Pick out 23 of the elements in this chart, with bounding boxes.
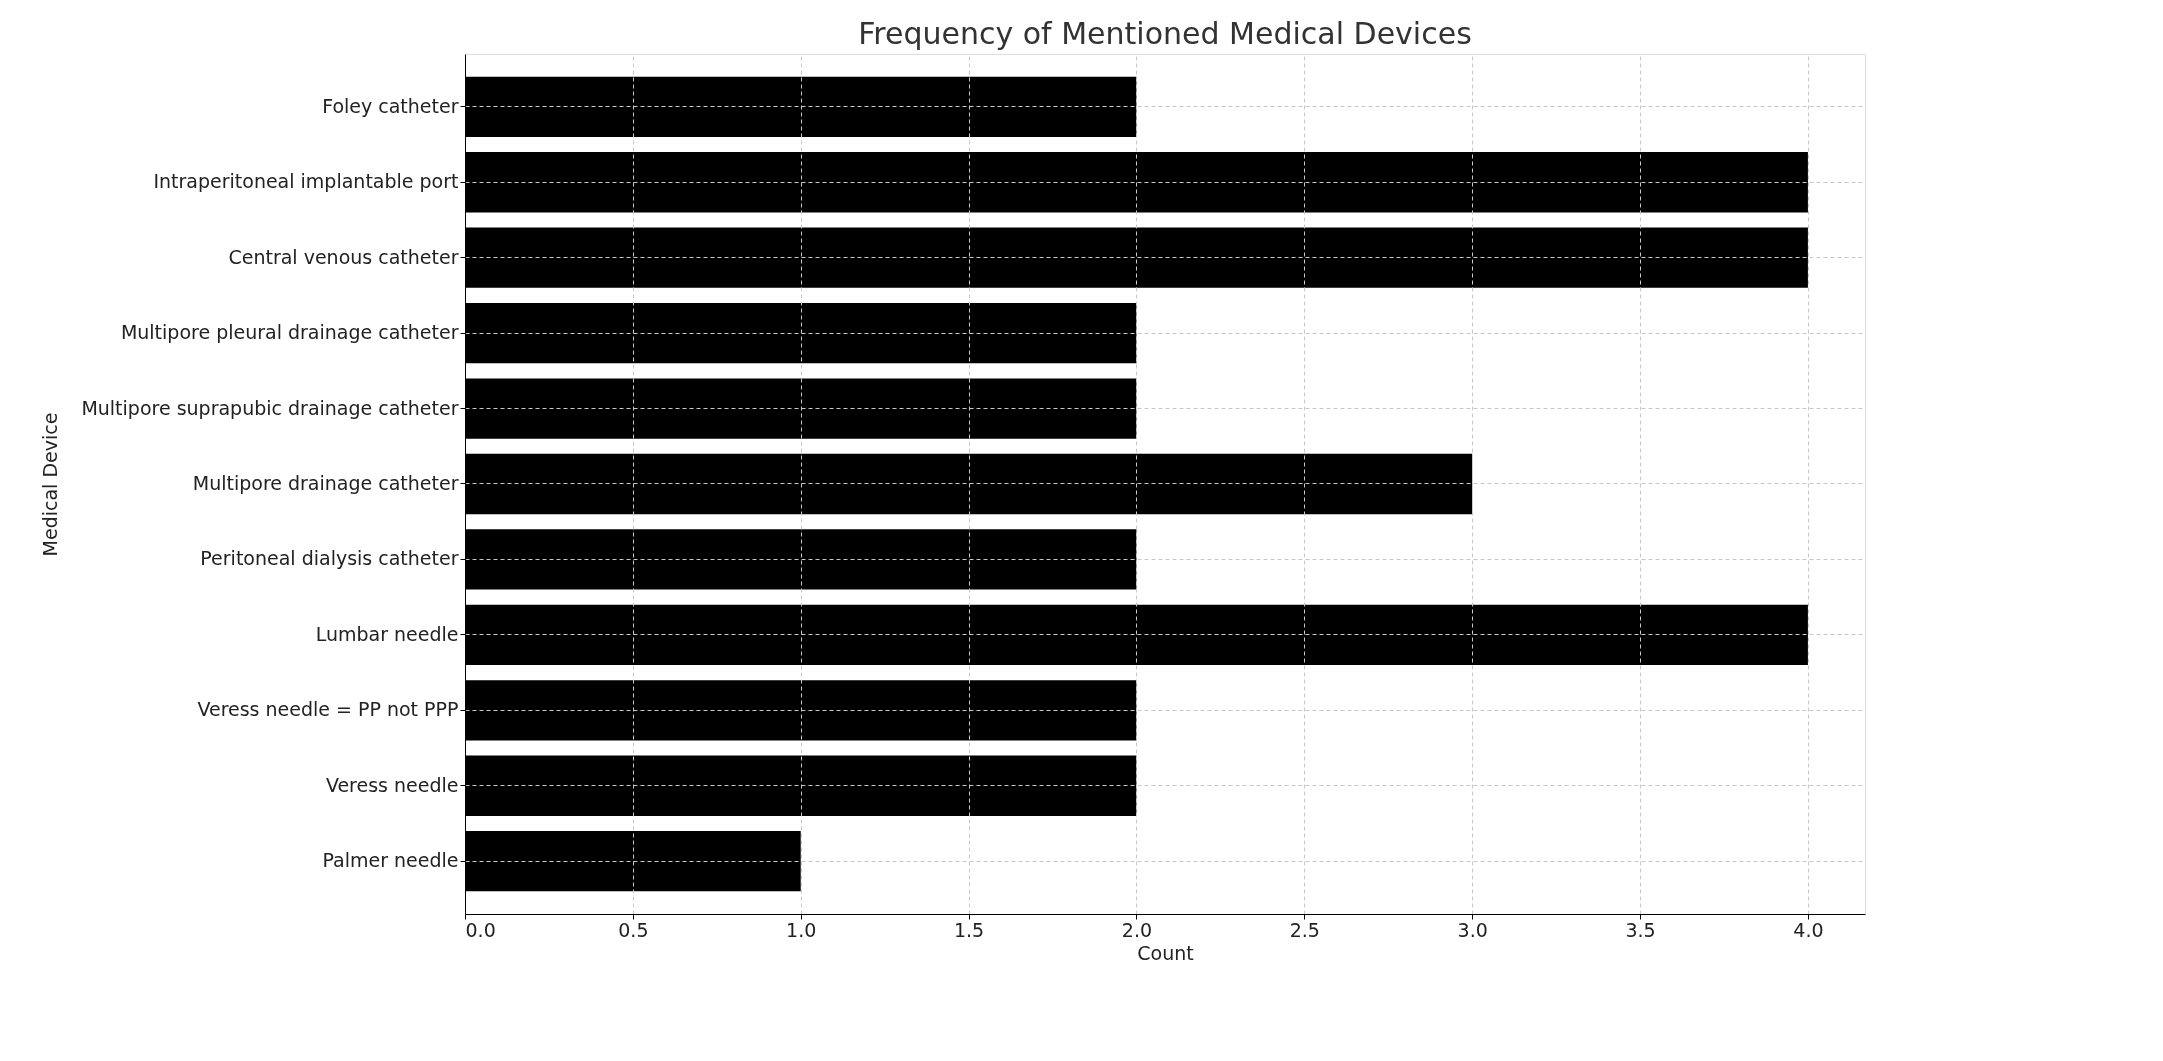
x-tick-label: 3.5 xyxy=(1625,918,1656,941)
y-tick-label: Palmer needle xyxy=(322,849,459,872)
x-axis-title: Count xyxy=(1137,941,1194,964)
y-tick-label: Multipore suprapubic drainage catheter xyxy=(81,396,459,419)
x-tick-label: 0.0 xyxy=(465,918,496,941)
y-tick-label: Peritoneal dialysis catheter xyxy=(200,547,459,570)
x-tick-label: 4.0 xyxy=(1793,918,1824,941)
y-tick-label: Central venous catheter xyxy=(228,245,459,268)
y-tick-label: Foley catheter xyxy=(322,94,459,117)
y-tick-label: Multipore pleural drainage catheter xyxy=(120,321,459,344)
x-tick-label: 3.0 xyxy=(1457,918,1488,941)
y-tick-label: Intraperitoneal implantable port xyxy=(153,170,459,193)
x-tick-label: 2.0 xyxy=(1121,918,1153,941)
y-tick-label: Veress needle = PP not PPP xyxy=(197,698,459,721)
x-tick-label: 0.5 xyxy=(618,918,649,941)
y-axis-title: Medical Device xyxy=(38,412,61,557)
y-tick-label: Veress needle xyxy=(325,773,459,796)
y-tick-label: Lumbar needle xyxy=(315,622,459,645)
chart-title: Frequency of Mentioned Medical Devices xyxy=(858,16,1472,51)
x-tick-label: 1.5 xyxy=(953,918,985,941)
y-tick-label: Multipore drainage catheter xyxy=(192,472,459,494)
x-tick-label: 1.0 xyxy=(786,918,817,941)
x-tick-label: 2.5 xyxy=(1289,918,1320,941)
